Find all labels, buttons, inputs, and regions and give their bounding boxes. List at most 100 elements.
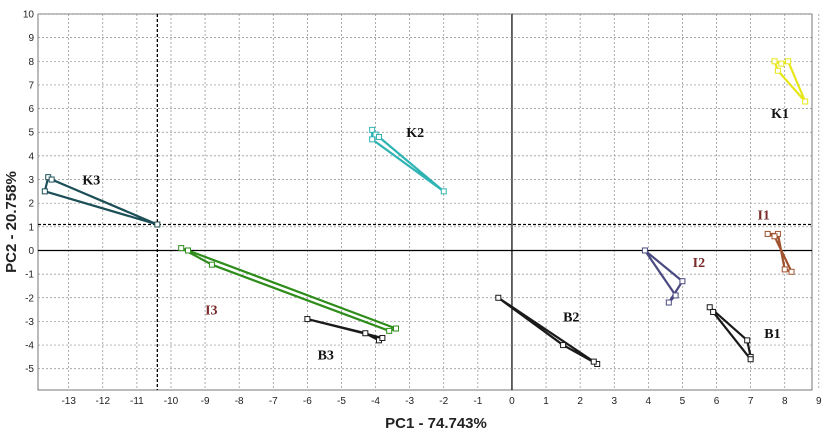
x-tick-label: 9 <box>816 396 822 407</box>
data-point <box>393 325 400 332</box>
data-point <box>672 292 679 299</box>
data-point <box>665 299 672 306</box>
x-tick-label: 3 <box>611 396 617 407</box>
y-tick-label: 8 <box>28 57 34 68</box>
data-point <box>379 334 386 341</box>
data-point <box>747 356 754 363</box>
series-hull <box>773 60 807 103</box>
data-point <box>764 230 771 237</box>
series-label: K1 <box>771 107 789 122</box>
tick-labels: -13 -12 -11 -10 -9 -8 -7 -6 -5 -4 -3 -2 -1 0 1 2 3 4 5 6 7 8 9… <box>23 10 822 408</box>
series-hull <box>180 247 398 332</box>
series-hull <box>708 306 752 361</box>
y-tick-label: 0 <box>28 246 34 257</box>
y-tick-label: -4 <box>25 341 34 352</box>
plot-frame <box>37 13 813 391</box>
y-tick-label: 2 <box>28 199 34 210</box>
data-point <box>781 266 788 273</box>
series-label: I2 <box>693 256 705 271</box>
data-point <box>641 247 648 254</box>
data-point <box>440 188 447 195</box>
data-point <box>178 245 185 252</box>
x-tick-label: -11 <box>130 396 144 407</box>
x-tick-label: 7 <box>748 396 754 407</box>
series-i2: I2 <box>641 247 705 306</box>
x-tick-label: -3 <box>405 396 414 407</box>
data-point <box>802 98 809 105</box>
x-tick-label: 2 <box>577 396 583 407</box>
series-hull <box>766 232 793 273</box>
data-point <box>590 358 597 365</box>
data-point <box>41 188 48 195</box>
data-point <box>154 221 161 228</box>
x-tick-label: -8 <box>235 396 244 407</box>
x-tick-label: 0 <box>509 396 515 407</box>
data-point <box>560 342 567 349</box>
y-tick-label: 1 <box>28 222 34 233</box>
x-tick-label: -7 <box>269 396 278 407</box>
data-point <box>771 58 778 65</box>
data-point <box>375 133 382 140</box>
x-tick-label: -10 <box>164 396 179 407</box>
x-tick-label: 6 <box>714 396 720 407</box>
x-tick-label: 1 <box>543 396 549 407</box>
data-point <box>778 60 785 67</box>
series-hull <box>497 296 599 366</box>
x-tick-label: 4 <box>646 396 652 407</box>
y-tick-label: 10 <box>23 10 35 21</box>
series-b1: B1 <box>706 304 781 363</box>
data-point <box>304 316 311 323</box>
data-point <box>788 268 795 275</box>
x-axis-title: PC1 - 74.743% <box>385 415 487 432</box>
series-i3: I3 <box>178 245 400 334</box>
series-label: B3 <box>318 348 334 363</box>
y-tick-label: 6 <box>28 104 34 115</box>
series-hull <box>43 176 159 226</box>
series-b3: B3 <box>304 316 386 363</box>
series-label: I1 <box>757 209 769 224</box>
data-point <box>208 261 215 268</box>
x-tick-label: 8 <box>782 396 788 407</box>
x-tick-label: 5 <box>680 396 686 407</box>
data-point <box>785 58 792 65</box>
series-b2: B2 <box>495 294 601 367</box>
grid <box>37 13 820 391</box>
data-point <box>369 136 376 143</box>
y-tick-label: 5 <box>28 128 34 139</box>
series-hull <box>306 317 384 342</box>
series-k3: K3 <box>41 173 161 228</box>
data-point <box>48 176 55 183</box>
y-axis-title: PC2 - 20.758% <box>3 171 20 273</box>
y-tick-label: -5 <box>25 364 34 375</box>
data-point <box>679 278 686 285</box>
x-tick-label: -4 <box>371 396 380 407</box>
y-tick-label: 4 <box>28 151 34 162</box>
data-point <box>706 304 713 311</box>
reference-lines <box>38 14 812 390</box>
y-tick-label: 7 <box>28 80 34 91</box>
data-point <box>774 67 781 74</box>
data-point <box>771 233 778 240</box>
y-tick-label: 9 <box>28 33 34 44</box>
y-tick-label: 3 <box>28 175 34 186</box>
series-label: B1 <box>764 327 780 342</box>
series-k1: K1 <box>771 58 809 122</box>
series-k2: K2 <box>369 126 447 195</box>
series-label: K3 <box>82 173 100 188</box>
series-i1: I1 <box>757 209 795 275</box>
y-tick-label: -1 <box>25 270 34 281</box>
data-point <box>710 308 717 315</box>
data-point <box>386 327 393 334</box>
series-layer: K1 K2 K3 I1 I2 I3 B1 B2 B3 <box>41 58 809 367</box>
x-tick-label: -1 <box>473 396 482 407</box>
x-tick-label: -6 <box>303 396 312 407</box>
x-tick-label: -12 <box>96 396 111 407</box>
data-point <box>362 330 369 337</box>
y-tick-label: -3 <box>25 317 34 328</box>
data-point <box>369 126 376 133</box>
series-label: K2 <box>406 126 424 141</box>
y-tick-label: -2 <box>25 293 34 304</box>
series-label: I3 <box>205 303 217 318</box>
x-tick-label: -13 <box>61 396 76 407</box>
